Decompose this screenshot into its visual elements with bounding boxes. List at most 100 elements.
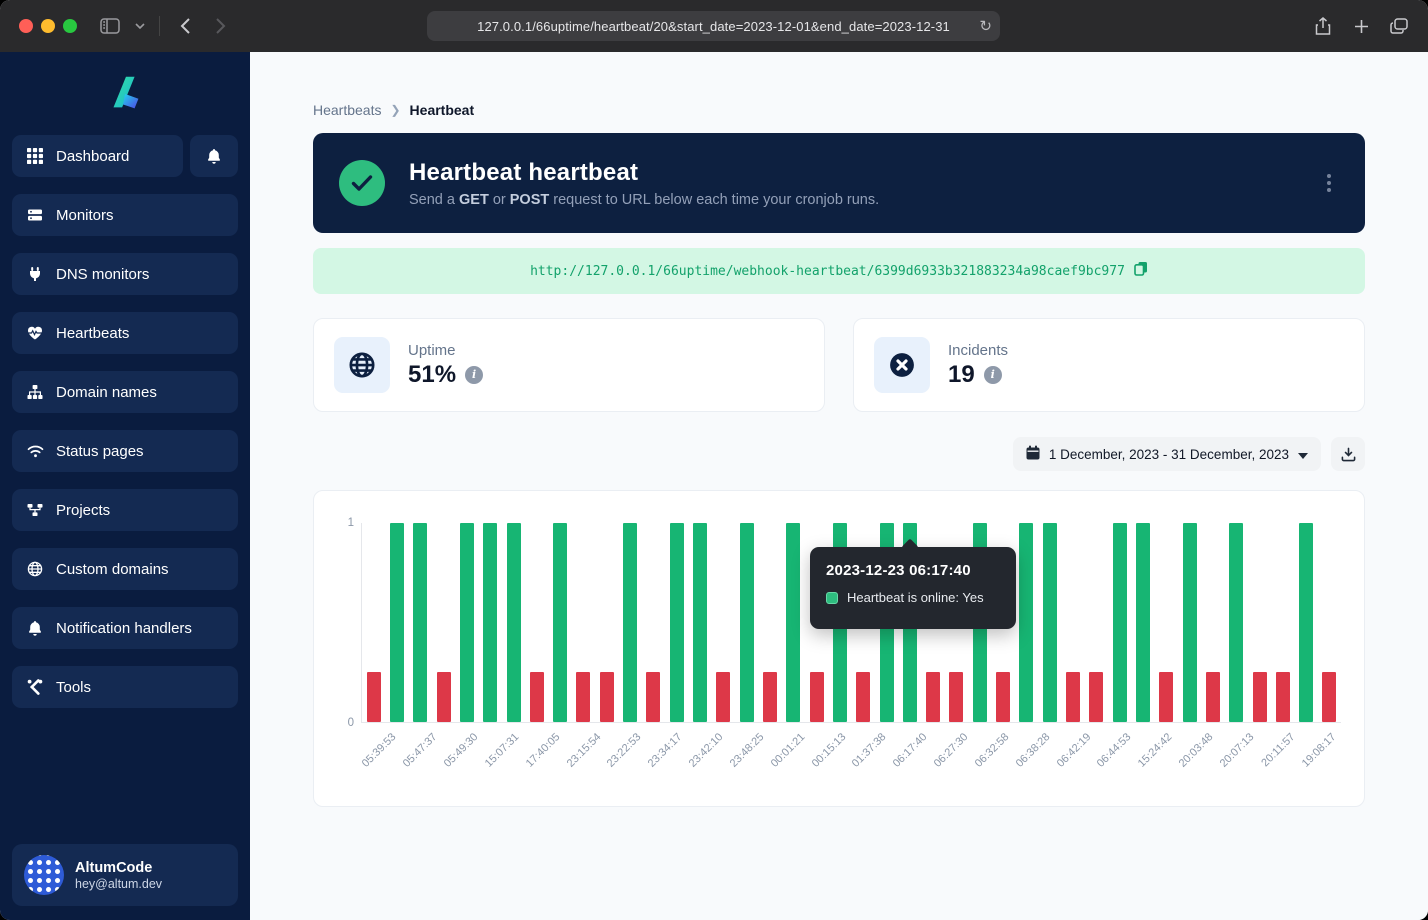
x-axis-tick-label: 06:42:19 — [1054, 731, 1094, 770]
chart-bar[interactable] — [1155, 523, 1178, 722]
notifications-button[interactable] — [190, 135, 238, 177]
x-axis-tick-label: 17:40:05 — [523, 731, 563, 770]
chart-bar[interactable] — [1085, 523, 1108, 722]
close-window-button[interactable] — [19, 19, 33, 33]
app-logo[interactable] — [102, 70, 148, 121]
new-tab-icon[interactable] — [1346, 11, 1376, 41]
reload-icon[interactable]: ↻ — [979, 18, 992, 35]
chart-bar[interactable] — [549, 523, 572, 722]
incidents-card: Incidents 19 i — [853, 318, 1365, 412]
back-icon[interactable] — [170, 11, 200, 41]
info-icon[interactable]: i — [983, 365, 1002, 384]
chart-bar[interactable] — [1061, 523, 1084, 722]
chart-bar[interactable] — [1178, 523, 1201, 722]
chart-bar[interactable] — [945, 523, 968, 722]
sidebar-item-label: Status pages — [56, 442, 144, 460]
date-range-picker[interactable]: 1 December, 2023 - 31 December, 2023 — [1012, 437, 1321, 471]
sidebar-item-label: DNS monitors — [56, 265, 150, 283]
download-report-button[interactable] — [1331, 437, 1365, 471]
copy-icon[interactable] — [1134, 261, 1148, 281]
chart-bar[interactable] — [1015, 523, 1038, 722]
chart-bar[interactable] — [1248, 523, 1271, 722]
minimize-window-button[interactable] — [41, 19, 55, 33]
chart-bar[interactable] — [735, 523, 758, 722]
sidebar: Dashboard Monitors — [0, 52, 250, 920]
chart-bar[interactable] — [479, 523, 502, 722]
chart-bar[interactable] — [525, 523, 548, 722]
chart-bar[interactable] — [595, 523, 618, 722]
chart-bar[interactable] — [455, 523, 478, 722]
chart-bar[interactable] — [1225, 523, 1248, 722]
chart-bar[interactable] — [688, 523, 711, 722]
chart-bar[interactable] — [758, 523, 781, 722]
zoom-window-button[interactable] — [63, 19, 77, 33]
tab-overview-icon[interactable] — [1384, 11, 1414, 41]
chart-bar[interactable] — [782, 523, 805, 722]
bell-icon — [26, 619, 44, 637]
chart-bar[interactable] — [385, 523, 408, 722]
sidebar-item-monitors[interactable]: Monitors — [12, 194, 238, 236]
chart-bar[interactable] — [1318, 523, 1341, 722]
x-axis-tick-label: 20:11:57 — [1259, 731, 1298, 770]
info-icon[interactable]: i — [465, 365, 484, 384]
user-menu[interactable]: AltumCode hey@altum.dev — [12, 844, 238, 906]
titlebar-divider — [159, 16, 160, 36]
sidebar-item-domain-names[interactable]: Domain names — [12, 371, 238, 413]
chart-bar[interactable] — [712, 523, 735, 722]
x-axis-tick-label: 05:39:53 — [360, 731, 399, 770]
x-axis-tick-label: 00:01:21 — [768, 731, 808, 770]
sidebar-toggle-icon[interactable] — [95, 11, 125, 41]
chart-bar[interactable] — [409, 523, 432, 722]
tools-icon — [26, 678, 44, 696]
uptime-value: 51% — [408, 360, 457, 388]
chart-bar[interactable] — [618, 523, 641, 722]
sidebar-item-dns-monitors[interactable]: DNS monitors — [12, 253, 238, 295]
sidebar-item-projects[interactable]: Projects — [12, 489, 238, 531]
url-text: 127.0.0.1/66uptime/heartbeat/20&start_da… — [477, 18, 950, 34]
heartbeat-header-card: Heartbeat heartbeat Send a GET or POST r… — [313, 133, 1365, 233]
x-axis-tick-label: 05:49:30 — [441, 731, 481, 770]
sidebar-item-custom-domains[interactable]: Custom domains — [12, 548, 238, 590]
chevron-down-icon[interactable] — [131, 11, 149, 41]
user-name: AltumCode — [75, 859, 153, 876]
sidebar-item-label: Dashboard — [56, 147, 130, 165]
breadcrumb-heartbeats-link[interactable]: Heartbeats — [313, 102, 382, 118]
circle-xmark-icon — [874, 337, 930, 393]
chart-bar[interactable] — [362, 523, 385, 722]
chart-bar[interactable] — [1201, 523, 1224, 722]
diagram-icon — [26, 501, 44, 519]
chart-bar[interactable] — [922, 523, 945, 722]
calendar-icon — [1026, 445, 1040, 463]
chart-bar[interactable] — [665, 523, 688, 722]
status-online-icon — [339, 160, 385, 206]
sidebar-item-tools[interactable]: Tools — [12, 666, 238, 708]
sidebar-item-label: Custom domains — [56, 560, 169, 578]
sidebar-item-label: Domain names — [56, 383, 157, 401]
main-content: Heartbeats ❯ Heartbeat Heartbeat heartbe… — [250, 52, 1428, 920]
forward-icon[interactable] — [206, 11, 236, 41]
sidebar-item-heartbeats[interactable]: Heartbeats — [12, 312, 238, 354]
share-icon[interactable] — [1308, 11, 1338, 41]
chart-bar[interactable] — [432, 523, 455, 722]
date-range-text: 1 December, 2023 - 31 December, 2023 — [1048, 446, 1289, 462]
chart-bar[interactable] — [642, 523, 665, 722]
chart-bar[interactable] — [1131, 523, 1154, 722]
chart-bar[interactable] — [502, 523, 525, 722]
sidebar-item-dashboard[interactable]: Dashboard — [12, 135, 183, 177]
sidebar-item-status-pages[interactable]: Status pages — [12, 430, 238, 472]
chart-bar[interactable] — [805, 523, 828, 722]
legend-swatch-online — [826, 591, 838, 604]
chart-bar[interactable] — [1108, 523, 1131, 722]
address-bar[interactable]: 127.0.0.1/66uptime/heartbeat/20&start_da… — [427, 11, 1000, 41]
chart-bar[interactable] — [852, 523, 875, 722]
kebab-menu-button[interactable] — [1319, 166, 1339, 200]
sidebar-item-notification-handlers[interactable]: Notification handlers — [12, 607, 238, 649]
chart-bar[interactable] — [1271, 523, 1294, 722]
chart-bar[interactable] — [1038, 523, 1061, 722]
chart-bar[interactable] — [1295, 523, 1318, 722]
grid-icon — [26, 147, 44, 165]
chart-bar[interactable] — [991, 523, 1014, 722]
chart-bar[interactable] — [572, 523, 595, 722]
incidents-label: Incidents — [948, 341, 1009, 359]
webhook-url-bar[interactable]: http://127.0.0.1/66uptime/webhook-heartb… — [313, 248, 1365, 294]
